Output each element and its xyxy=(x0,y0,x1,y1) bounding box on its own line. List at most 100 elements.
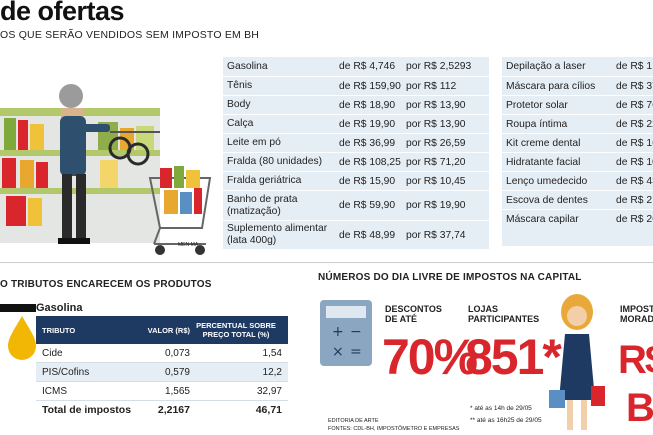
price-from: de R$ 4,746 xyxy=(339,61,396,72)
price-to: por R$ 37,74 xyxy=(406,229,466,241)
product-name: Máscara para cílios xyxy=(506,80,596,92)
tax-label-2: MORADO xyxy=(620,314,653,324)
cell-tributo: PIS/Cofins xyxy=(42,366,90,378)
page-title: de ofertas xyxy=(0,0,125,26)
footnote-1: * até as 14h de 29/05 xyxy=(470,405,532,412)
price-table-left: Gasolina de R$ 4,746 por R$ 2,5293 Tênis de … xyxy=(223,57,489,249)
product-name: Fralda geriátrica xyxy=(227,175,302,186)
cell-percentual: 1,54 xyxy=(262,347,282,359)
price-from: de R$ 37, xyxy=(616,80,653,92)
product-name: Leite em pó xyxy=(227,137,281,148)
discount-value: 70% xyxy=(382,329,478,385)
column-header: VALOR (R$) xyxy=(147,325,190,335)
price-from: de R$ 43, xyxy=(616,175,653,187)
tributes-product: Gasolina xyxy=(36,302,83,314)
cell-percentual: 32,97 xyxy=(256,385,282,397)
product-name: Depilação a laser xyxy=(506,61,586,72)
tributes-table: TRIBUTO VALOR (R$) PERCENTUAL SOBRE PREÇ… xyxy=(36,316,288,419)
total-label: Total de impostos xyxy=(42,404,132,416)
credit-fontes: FONTES: CDL-BH, IMPOSTÔMETRO E EMPRESAS xyxy=(328,426,460,432)
price-to: por R$ 26,59 xyxy=(406,137,466,149)
price-row: Body de R$ 18,90 por R$ 13,90 xyxy=(223,95,489,114)
price-row: Banho de prata (matização) de R$ 59,90 por… xyxy=(223,190,489,220)
svg-text:−: − xyxy=(350,324,362,340)
price-from: de R$ 59,90 xyxy=(339,200,396,211)
total-valor: 2,2167 xyxy=(157,404,190,416)
price-row: Máscara para cílios de R$ 37, xyxy=(502,76,653,95)
tax-value-line2: BI xyxy=(626,386,653,430)
price-to: por R$ 71,20 xyxy=(406,156,466,168)
price-row: Kit creme dental de R$ 16 xyxy=(502,133,653,152)
cell-tributo: ICMS xyxy=(42,385,67,397)
stores-label: LOJAS PARTICIPANTES xyxy=(468,304,540,324)
price-to: por R$ 10,45 xyxy=(406,175,466,187)
illustration-credit: MEN-MA xyxy=(178,242,199,248)
page-subtitle: OS QUE SERÃO VENDIDOS SEM IMPOSTO EM BH xyxy=(0,29,260,41)
price-row: Escova de dentes de R$ 2, xyxy=(502,190,653,209)
tax-label-1: IMPOSTO xyxy=(620,304,653,314)
cell-valor: 1,565 xyxy=(164,385,190,397)
price-row: Fralda (80 unidades) de R$ 108,25 por R$ 7… xyxy=(223,152,489,171)
product-name: Tênis xyxy=(227,80,253,91)
product-name: Hidratante facial xyxy=(506,156,581,168)
product-name: Kit creme dental xyxy=(506,137,581,149)
price-row: Roupa íntima de R$ 22, xyxy=(502,114,653,133)
table-row: PIS/Cofins 0,579 12,2 xyxy=(36,363,288,382)
price-from: de R$ 159,90 xyxy=(339,80,401,92)
svg-text:+: + xyxy=(332,324,344,340)
price-row: Lenço umedecido de R$ 43, xyxy=(502,171,653,190)
discount-label: DESCONTOS DE ATÉ xyxy=(385,304,442,324)
calculator-icon: + − × = xyxy=(320,300,372,366)
footnote-2: ** até as 16h25 de 29/05 xyxy=(470,417,542,424)
cell-valor: 0,579 xyxy=(164,366,190,378)
price-from: de R$ 48,99 xyxy=(339,229,396,241)
product-name: Fralda (80 unidades) xyxy=(227,156,323,167)
svg-text:=: = xyxy=(350,344,362,360)
tax-value-line1: R$ xyxy=(618,338,653,382)
tributes-table-header: TRIBUTO VALOR (R$) PERCENTUAL SOBRE PREÇ… xyxy=(36,316,288,344)
tributes-heading: O TRIBUTOS ENCARECEM OS PRODUTOS xyxy=(0,279,212,290)
product-name: Roupa íntima xyxy=(506,118,568,130)
price-to: por R$ 19,90 xyxy=(406,200,466,211)
price-row: Protetor solar de R$ 76, xyxy=(502,95,653,114)
product-name: Gasolina xyxy=(227,60,268,72)
price-to: por R$ 13,90 xyxy=(406,118,466,130)
table-row: Cide 0,073 1,54 xyxy=(36,344,288,363)
numbers-heading: NÚMEROS DO DIA LIVRE DE IMPOSTOS NA CAPI… xyxy=(318,272,582,283)
fuel-drop-icon xyxy=(0,304,36,360)
price-row: Depilação a laser de R$ 1.5 xyxy=(502,57,653,76)
price-from: de R$ 16 xyxy=(616,137,653,149)
section-divider xyxy=(0,262,653,263)
column-header: PERCENTUAL SOBRE PREÇO TOTAL (%) xyxy=(196,321,276,339)
price-from: de R$ 1.5 xyxy=(616,61,653,72)
price-from: de R$ 76, xyxy=(616,99,653,111)
price-row: Suplemento alimentar (lata 400g) de R$ 48… xyxy=(223,220,489,249)
product-name: Lenço umedecido xyxy=(506,175,588,187)
svg-text:×: × xyxy=(332,344,344,360)
price-from: de R$ 22, xyxy=(616,118,653,130)
price-row: Calça de R$ 19,90 por R$ 13,90 xyxy=(223,114,489,133)
cell-valor: 0,073 xyxy=(164,347,190,359)
product-name: Máscara capilar xyxy=(506,213,579,225)
price-row: Hidratante facial de R$ 10 xyxy=(502,152,653,171)
cell-percentual: 12,2 xyxy=(262,366,282,378)
price-row: Máscara capilar de R$ 26, xyxy=(502,209,653,228)
price-from: de R$ 19,90 xyxy=(339,118,396,130)
price-from: de R$ 108,25 xyxy=(339,156,401,168)
price-from: de R$ 18,90 xyxy=(339,99,396,111)
product-name: Protetor solar xyxy=(506,99,568,111)
credit-editoria: EDITORIA DE ARTE xyxy=(328,418,379,424)
product-name: Calça xyxy=(227,118,254,129)
price-from: de R$ 10 xyxy=(616,156,653,168)
shopping-cart-illustration xyxy=(0,84,212,255)
price-row: Tênis de R$ 159,90 por R$ 112 xyxy=(223,76,489,95)
price-from: de R$ 15,90 xyxy=(339,175,396,187)
price-row: Leite em pó de R$ 36,99 por R$ 26,59 xyxy=(223,133,489,152)
column-header: TRIBUTO xyxy=(42,325,76,335)
price-row: Gasolina de R$ 4,746 por R$ 2,5293 xyxy=(223,57,489,76)
price-from: de R$ 2, xyxy=(616,194,653,206)
price-row: Fralda geriátrica de R$ 15,90 por R$ 10,45 xyxy=(223,171,489,190)
product-name: Banho de prata (matização) xyxy=(227,193,298,217)
product-name: Escova de dentes xyxy=(506,194,588,206)
product-name: Suplemento alimentar (lata 400g) xyxy=(227,223,328,246)
